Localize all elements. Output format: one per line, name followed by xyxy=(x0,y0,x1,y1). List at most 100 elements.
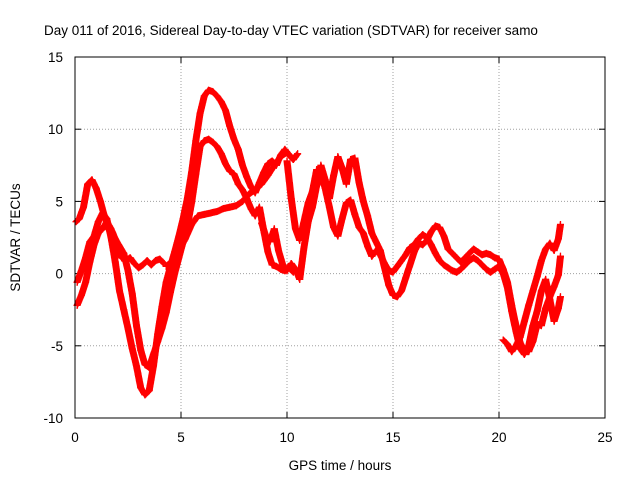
data-point xyxy=(283,267,291,275)
data-point xyxy=(232,202,240,210)
data-point xyxy=(200,210,208,218)
data-point xyxy=(440,232,448,240)
data-point xyxy=(414,235,422,243)
data-point xyxy=(207,209,215,217)
data-points xyxy=(72,86,564,399)
data-point xyxy=(359,197,367,205)
data-point xyxy=(359,229,367,237)
data-point xyxy=(213,208,221,216)
y-tick-label: -5 xyxy=(51,339,63,354)
data-point xyxy=(355,179,363,187)
data-point xyxy=(124,267,132,275)
data-point xyxy=(533,272,541,280)
data-point xyxy=(205,86,213,94)
data-point xyxy=(277,153,285,161)
data-point xyxy=(200,137,208,145)
data-point xyxy=(88,176,96,184)
data-point xyxy=(499,270,507,278)
data-point xyxy=(334,153,342,161)
data-point xyxy=(166,288,174,296)
data-point xyxy=(179,215,187,223)
series-track-f xyxy=(283,157,564,358)
data-point xyxy=(124,324,132,332)
data-point xyxy=(499,336,507,344)
x-tick-label: 0 xyxy=(71,430,79,445)
data-point xyxy=(116,242,124,250)
data-point xyxy=(355,223,363,231)
data-point xyxy=(154,330,162,338)
data-point xyxy=(245,190,253,198)
data-point xyxy=(448,267,456,275)
data-point xyxy=(546,296,554,304)
data-point xyxy=(556,293,564,301)
data-point xyxy=(478,261,486,269)
data-point xyxy=(234,145,242,153)
data-point xyxy=(427,228,435,236)
data-point xyxy=(86,238,94,246)
data-point xyxy=(128,345,136,353)
data-point xyxy=(200,92,208,100)
data-point xyxy=(436,257,444,265)
data-point xyxy=(334,232,342,240)
data-point xyxy=(181,235,189,243)
data-point xyxy=(183,195,191,203)
data-point xyxy=(287,195,295,203)
data-point xyxy=(342,180,350,188)
data-point xyxy=(175,232,183,240)
data-point xyxy=(196,109,204,117)
data-point xyxy=(364,242,372,250)
data-point xyxy=(402,251,410,259)
data-point xyxy=(512,342,520,350)
data-point xyxy=(188,169,196,177)
data-point xyxy=(258,180,266,188)
data-point xyxy=(75,215,83,223)
data-point xyxy=(270,161,278,169)
data-point xyxy=(453,268,461,276)
data-point xyxy=(77,291,85,299)
data-point xyxy=(135,264,143,272)
data-point xyxy=(461,254,469,262)
data-point xyxy=(243,173,251,181)
data-point xyxy=(542,275,550,283)
series-track-g xyxy=(499,221,564,356)
data-point xyxy=(385,281,393,289)
data-point xyxy=(457,258,465,266)
data-point xyxy=(491,265,499,273)
data-point xyxy=(137,346,145,354)
data-point xyxy=(270,225,278,233)
data-point xyxy=(393,293,401,301)
data-point xyxy=(162,262,170,270)
data-point xyxy=(503,284,511,292)
data-point xyxy=(338,164,346,172)
data-point xyxy=(368,229,376,237)
data-point xyxy=(188,221,196,229)
data-point xyxy=(554,271,562,279)
data-point xyxy=(516,345,524,353)
data-point xyxy=(289,156,297,164)
data-point xyxy=(171,270,179,278)
data-point xyxy=(145,387,153,395)
data-point xyxy=(520,317,528,325)
data-point xyxy=(457,265,465,273)
data-point xyxy=(351,210,359,218)
data-point xyxy=(529,322,537,330)
data-point xyxy=(546,239,554,247)
data-point xyxy=(238,161,246,169)
tick-labels: 0 5 10 15 20 25 -10 -5 0 5 10 15 xyxy=(43,50,612,445)
data-point xyxy=(258,219,266,227)
data-point xyxy=(84,180,92,188)
data-point xyxy=(283,157,291,165)
data-point xyxy=(317,171,325,179)
data-point xyxy=(139,261,147,269)
data-point xyxy=(107,234,115,241)
data-point xyxy=(537,257,545,265)
data-point xyxy=(397,287,405,295)
data-point xyxy=(192,137,200,145)
data-point xyxy=(393,262,401,270)
x-tick-label: 25 xyxy=(597,430,612,445)
data-point xyxy=(525,342,533,350)
data-point xyxy=(410,248,418,256)
data-point xyxy=(120,249,128,257)
data-point xyxy=(431,222,439,230)
